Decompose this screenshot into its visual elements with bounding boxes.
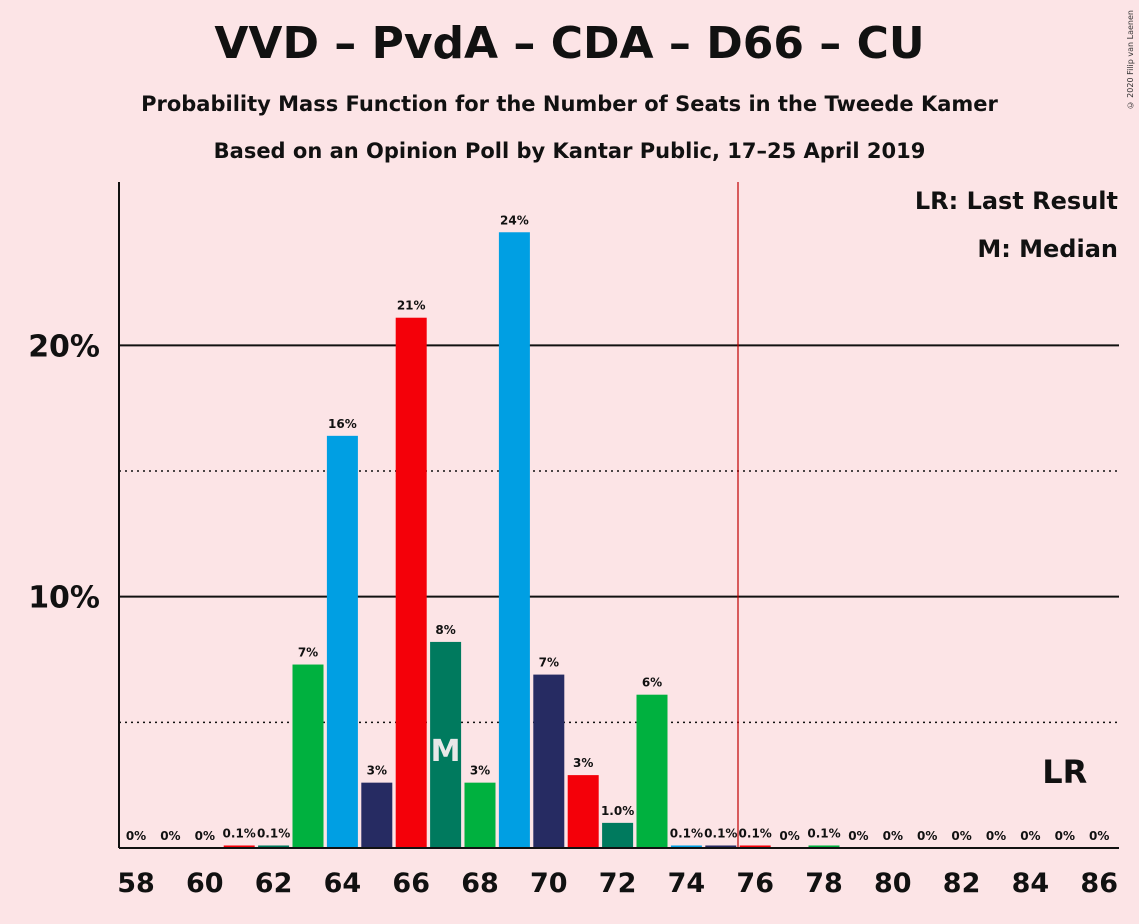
chart-title: VVD – PvdA – CDA – D66 – CU	[214, 18, 925, 69]
bar-seat-74	[670, 845, 702, 848]
axes-group: 10% 20% 58 60 62 64 66 68 70 72 74 76 78 80 82 84 86	[28, 182, 1119, 899]
chart-subtitle: Probability Mass Function for the Number…	[141, 92, 998, 116]
value-label-seat-86: 0%	[1089, 829, 1109, 843]
bar-seat-62	[258, 845, 290, 848]
value-label-seat-66: 21%	[397, 299, 426, 313]
bar-seat-73	[636, 694, 668, 848]
y-tick-label: 20%	[28, 329, 100, 364]
value-label-seat-78: 0.1%	[807, 826, 840, 840]
bar-seat-64	[326, 435, 358, 848]
x-tick-label: 72	[599, 868, 637, 899]
bar-seat-75	[705, 845, 737, 848]
value-label-seat-81: 0%	[917, 829, 937, 843]
value-label-seat-82: 0%	[951, 829, 971, 843]
bar-seat-76	[739, 845, 771, 848]
value-label-seat-64: 16%	[328, 417, 357, 431]
gridlines	[119, 182, 1119, 848]
x-tick-label: 78	[805, 868, 843, 899]
value-label-seat-67: 8%	[435, 623, 455, 637]
x-tick-label: 70	[530, 868, 568, 899]
bar-seat-78	[808, 845, 840, 848]
value-label-seat-63: 7%	[298, 646, 318, 660]
bar-seat-61	[223, 845, 255, 848]
x-tick-label: 86	[1080, 868, 1118, 899]
value-label-seat-73: 6%	[642, 676, 662, 690]
bar-seat-68	[464, 782, 496, 848]
value-label-seat-62: 0.1%	[257, 826, 290, 840]
x-tick-label: 76	[736, 868, 774, 899]
value-label-seat-68: 3%	[470, 764, 490, 778]
value-label-seat-65: 3%	[367, 764, 387, 778]
x-tick-label: 80	[874, 868, 912, 899]
bars-group	[223, 232, 840, 848]
x-tick-label: 64	[324, 868, 362, 899]
value-label-seat-85: 0%	[1055, 829, 1075, 843]
x-tick-label: 84	[1012, 868, 1050, 899]
bar-seat-70	[533, 674, 565, 848]
x-tick-label: 66	[392, 868, 430, 899]
value-label-seat-84: 0%	[1020, 829, 1040, 843]
legend-median: M: Median	[977, 235, 1118, 263]
value-label-seat-72: 1.0%	[601, 804, 634, 818]
bar-seat-66	[395, 317, 427, 848]
chart-source-subtitle: Based on an Opinion Poll by Kantar Publi…	[213, 139, 926, 163]
x-tick-label: 82	[943, 868, 981, 899]
value-label-seat-77: 0%	[779, 829, 799, 843]
legend: LR: Last Result M: Median	[915, 187, 1118, 263]
value-label-seat-70: 7%	[539, 656, 559, 670]
bar-seat-63	[292, 664, 324, 848]
value-label-seat-80: 0%	[883, 829, 903, 843]
value-label-seat-83: 0%	[986, 829, 1006, 843]
bar-seat-67	[430, 641, 462, 848]
value-label-seat-59: 0%	[160, 829, 180, 843]
legend-last-result: LR: Last Result	[915, 187, 1118, 215]
value-label-seat-60: 0%	[195, 829, 215, 843]
x-tick-label: 60	[186, 868, 224, 899]
value-label-seat-58: 0%	[126, 829, 146, 843]
x-tick-label: 58	[117, 868, 155, 899]
value-label-seat-61: 0.1%	[223, 826, 256, 840]
bar-seat-71	[567, 775, 599, 848]
x-tick-label: 62	[255, 868, 293, 899]
bar-seat-69	[498, 232, 530, 848]
bar-seat-65	[361, 782, 393, 848]
value-label-seat-74: 0.1%	[670, 826, 703, 840]
value-label-seat-69: 24%	[500, 213, 529, 227]
value-label-seat-71: 3%	[573, 756, 593, 770]
median-marker: M	[431, 734, 461, 769]
x-tick-label: 68	[461, 868, 499, 899]
value-label-seat-79: 0%	[848, 829, 868, 843]
x-tick-label: 74	[668, 868, 706, 899]
value-label-seat-75: 0.1%	[704, 826, 737, 840]
bar-seat-72	[602, 822, 634, 848]
value-labels-group: 0% 0% 0% 0.1% 0.1%7%16%3%21%8%3%24%7%3%1.0%6…	[126, 213, 1110, 843]
value-label-seat-76: 0.1%	[739, 826, 772, 840]
y-tick-label: 10%	[28, 581, 100, 616]
last-result-marker: LR	[1042, 753, 1087, 791]
